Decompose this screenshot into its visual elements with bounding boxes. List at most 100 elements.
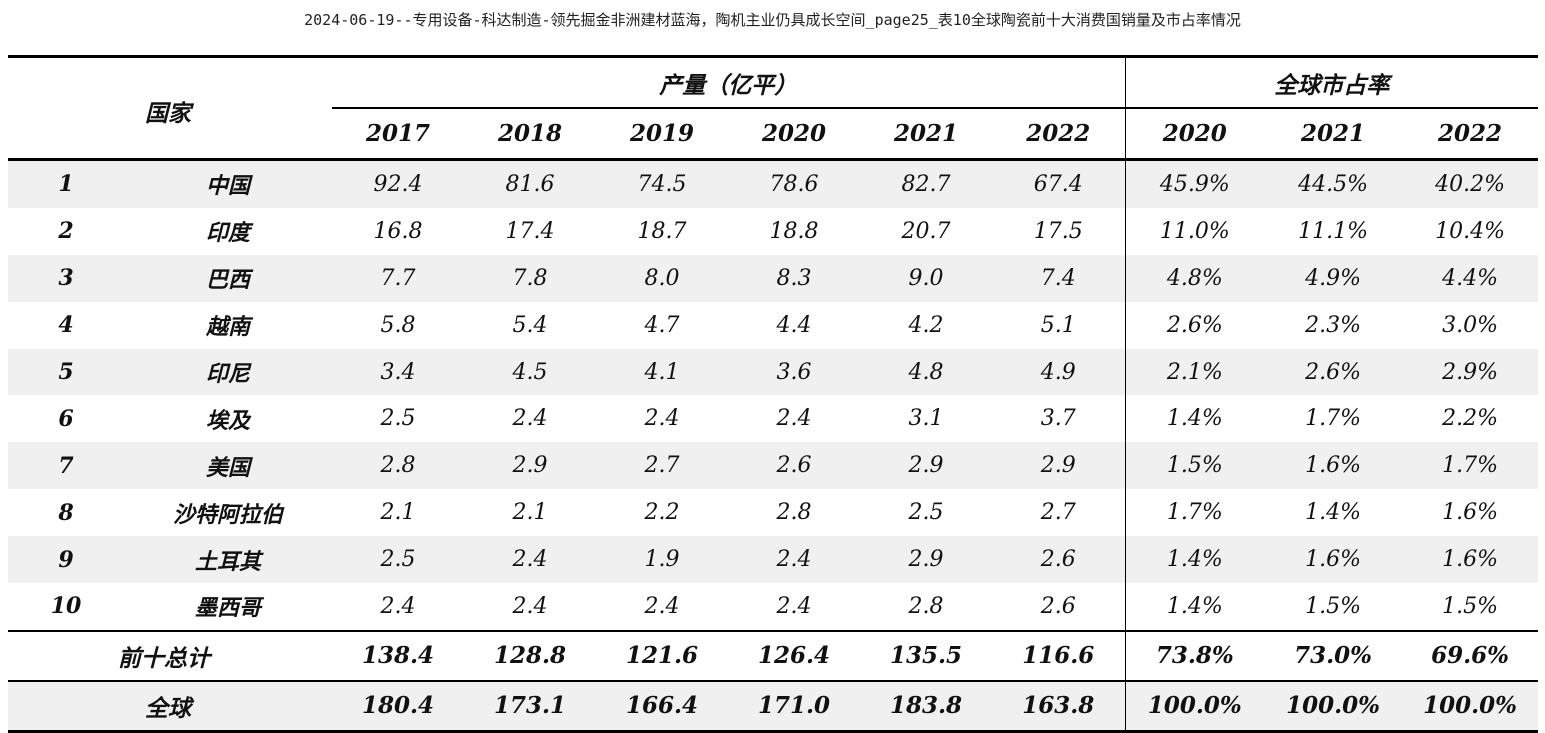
production-cell: 2.4 <box>464 536 596 584</box>
share-year-header: 2021 <box>1264 107 1403 161</box>
table-row: 1 中国 92.4 81.6 74.5 78.6 82.7 67.4 45.9% 44.5% 40.… <box>8 159 1539 208</box>
table-row: 6 埃及 2.5 2.4 2.4 2.4 3.1 3.7 1.4% 1.7% 2.2% <box>8 395 1538 443</box>
country-cell: 中国 <box>124 159 332 208</box>
summary-rows: 前十总计 138.4 128.8 121.6 126.4 135.5 116.6 73.8% 7… <box>8 629 1539 733</box>
share-cell: 10.4% <box>1435 218 1505 244</box>
share-cell: 2.6% <box>1264 348 1403 396</box>
production-cell: 2.9 <box>464 442 596 490</box>
table-row: 8 沙特阿拉伯 2.1 2.1 2.2 2.8 2.5 2.7 1.7% 1.4% 1.6% <box>8 489 1538 537</box>
production-cell: 2.4 <box>644 406 680 432</box>
rank-cell: 7 <box>8 442 124 490</box>
share-cell: 4.4% <box>1402 254 1539 302</box>
table-row: 10 墨西哥 2.4 2.4 2.4 2.4 2.8 2.6 1.4% 1.5% 1.5% <box>8 583 1538 631</box>
production-cell: 2.9 <box>860 536 992 584</box>
share-cell: 1.5% <box>1124 442 1265 490</box>
production-cell: 92.4 <box>332 159 464 208</box>
share-cell: 1.5% <box>1442 593 1498 619</box>
share-cell: 2.3% <box>1305 312 1361 338</box>
production-cell: 7.4 <box>992 254 1126 302</box>
production-cell: 2.4 <box>776 406 812 432</box>
share-group-header: 全球市占率 <box>1124 55 1539 108</box>
production-cell: 3.7 <box>1040 406 1076 432</box>
summary-production-cell: 171.0 <box>728 679 860 733</box>
production-cell: 3.4 <box>332 348 464 396</box>
rank-cell: 5 <box>8 348 124 396</box>
rank-cell: 3 <box>8 254 124 302</box>
table-row: 5 印尼 3.4 4.5 4.1 3.6 4.8 4.9 2.1% 2.6% 2.9% <box>8 348 1539 396</box>
country-cell: 越南 <box>205 314 250 341</box>
share-cell: 3.0% <box>1442 312 1498 338</box>
production-cell: 2.6 <box>992 536 1126 584</box>
share-cell: 2.9% <box>1402 348 1539 396</box>
summary-production-cell: 166.4 <box>596 679 728 733</box>
summary-share-cell: 100.0% <box>1402 679 1539 733</box>
summary-production-cell: 183.8 <box>860 679 992 733</box>
production-cell: 17.4 <box>505 218 555 244</box>
consumption-table: 国家 产量（亿平） 全球市占率 2017 2018 2019 2020 2021… <box>8 55 1539 733</box>
rank-cell: 10 <box>50 593 82 620</box>
share-cell: 1.7% <box>1402 442 1539 490</box>
share-cell: 1.6% <box>1402 536 1539 584</box>
production-cell: 20.7 <box>901 218 951 244</box>
production-cell: 82.7 <box>860 159 992 208</box>
production-cell: 16.8 <box>373 218 423 244</box>
country-cell: 美国 <box>124 442 332 490</box>
share-cell: 1.6% <box>1264 536 1403 584</box>
production-cell: 17.5 <box>1033 218 1083 244</box>
production-cell: 18.7 <box>637 218 687 244</box>
rank-cell: 1 <box>8 159 124 208</box>
share-cell: 11.1% <box>1298 218 1368 244</box>
production-cell: 2.5 <box>332 536 464 584</box>
production-cell: 5.8 <box>380 312 416 338</box>
share-cell: 4.8% <box>1124 254 1265 302</box>
share-cell: 1.4% <box>1124 583 1265 631</box>
production-cell: 1.9 <box>596 536 728 584</box>
production-cell: 9.0 <box>860 254 992 302</box>
country-cell: 沙特阿拉伯 <box>172 501 283 528</box>
production-cell: 8.0 <box>596 254 728 302</box>
production-cell: 5.1 <box>1040 312 1076 338</box>
share-cell: 45.9% <box>1124 159 1265 208</box>
summary-share-cell: 100.0% <box>1124 679 1265 733</box>
production-cell: 4.8 <box>860 348 992 396</box>
rank-cell: 4 <box>58 312 74 339</box>
summary-label: 前十总计 <box>8 629 332 681</box>
production-cell: 8.3 <box>728 254 860 302</box>
summary-production-cell: 163.8 <box>992 679 1126 733</box>
country-cell: 土耳其 <box>124 536 332 584</box>
production-cell: 4.2 <box>908 312 944 338</box>
production-cell: 2.9 <box>992 442 1126 490</box>
year-header: 2019 <box>596 107 728 161</box>
summary-share-cell: 73.8% <box>1124 629 1265 681</box>
year-header: 2022 <box>992 107 1126 161</box>
production-cell: 2.4 <box>512 593 548 619</box>
production-cell: 78.6 <box>728 159 860 208</box>
summary-share-cell: 69.6% <box>1402 629 1539 681</box>
production-cell: 2.4 <box>644 593 680 619</box>
share-cell: 1.7% <box>1124 489 1265 537</box>
summary-production-cell: 180.4 <box>332 679 464 733</box>
production-cell: 2.8 <box>332 442 464 490</box>
production-cell: 2.1 <box>380 500 416 526</box>
summary-production-cell: 116.6 <box>992 629 1126 681</box>
production-cell: 7.7 <box>332 254 464 302</box>
rank-cell: 9 <box>8 536 124 584</box>
summary-share-cell: 100.0% <box>1264 679 1403 733</box>
table-row: 2 印度 16.8 17.4 18.7 18.8 20.7 17.5 11.0% 11.1% 10.… <box>8 207 1538 255</box>
summary-production-cell: 121.6 <box>596 629 728 681</box>
share-year-header: 2022 <box>1402 107 1539 161</box>
summary-production-cell: 128.8 <box>464 629 596 681</box>
share-cell: 1.4% <box>1124 395 1265 443</box>
year-header: 2018 <box>464 107 596 161</box>
production-cell: 3.6 <box>728 348 860 396</box>
production-cell: 2.2 <box>644 500 680 526</box>
production-cell: 2.8 <box>908 593 944 619</box>
share-cell: 40.2% <box>1402 159 1539 208</box>
top10-total-row: 前十总计 138.4 128.8 121.6 126.4 135.5 116.6 73.8% 7… <box>8 629 1539 681</box>
production-cell: 2.1 <box>512 500 548 526</box>
production-cell: 7.8 <box>464 254 596 302</box>
share-cell: 4.9% <box>1264 254 1403 302</box>
production-cell: 4.7 <box>644 312 680 338</box>
table-row: 4 越南 5.8 5.4 4.7 4.4 4.2 5.1 2.6% 2.3% 3.0% <box>8 301 1538 349</box>
production-cell: 2.4 <box>776 593 812 619</box>
